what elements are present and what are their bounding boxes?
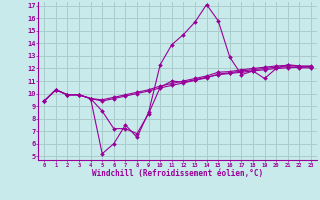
X-axis label: Windchill (Refroidissement éolien,°C): Windchill (Refroidissement éolien,°C) [92,169,263,178]
